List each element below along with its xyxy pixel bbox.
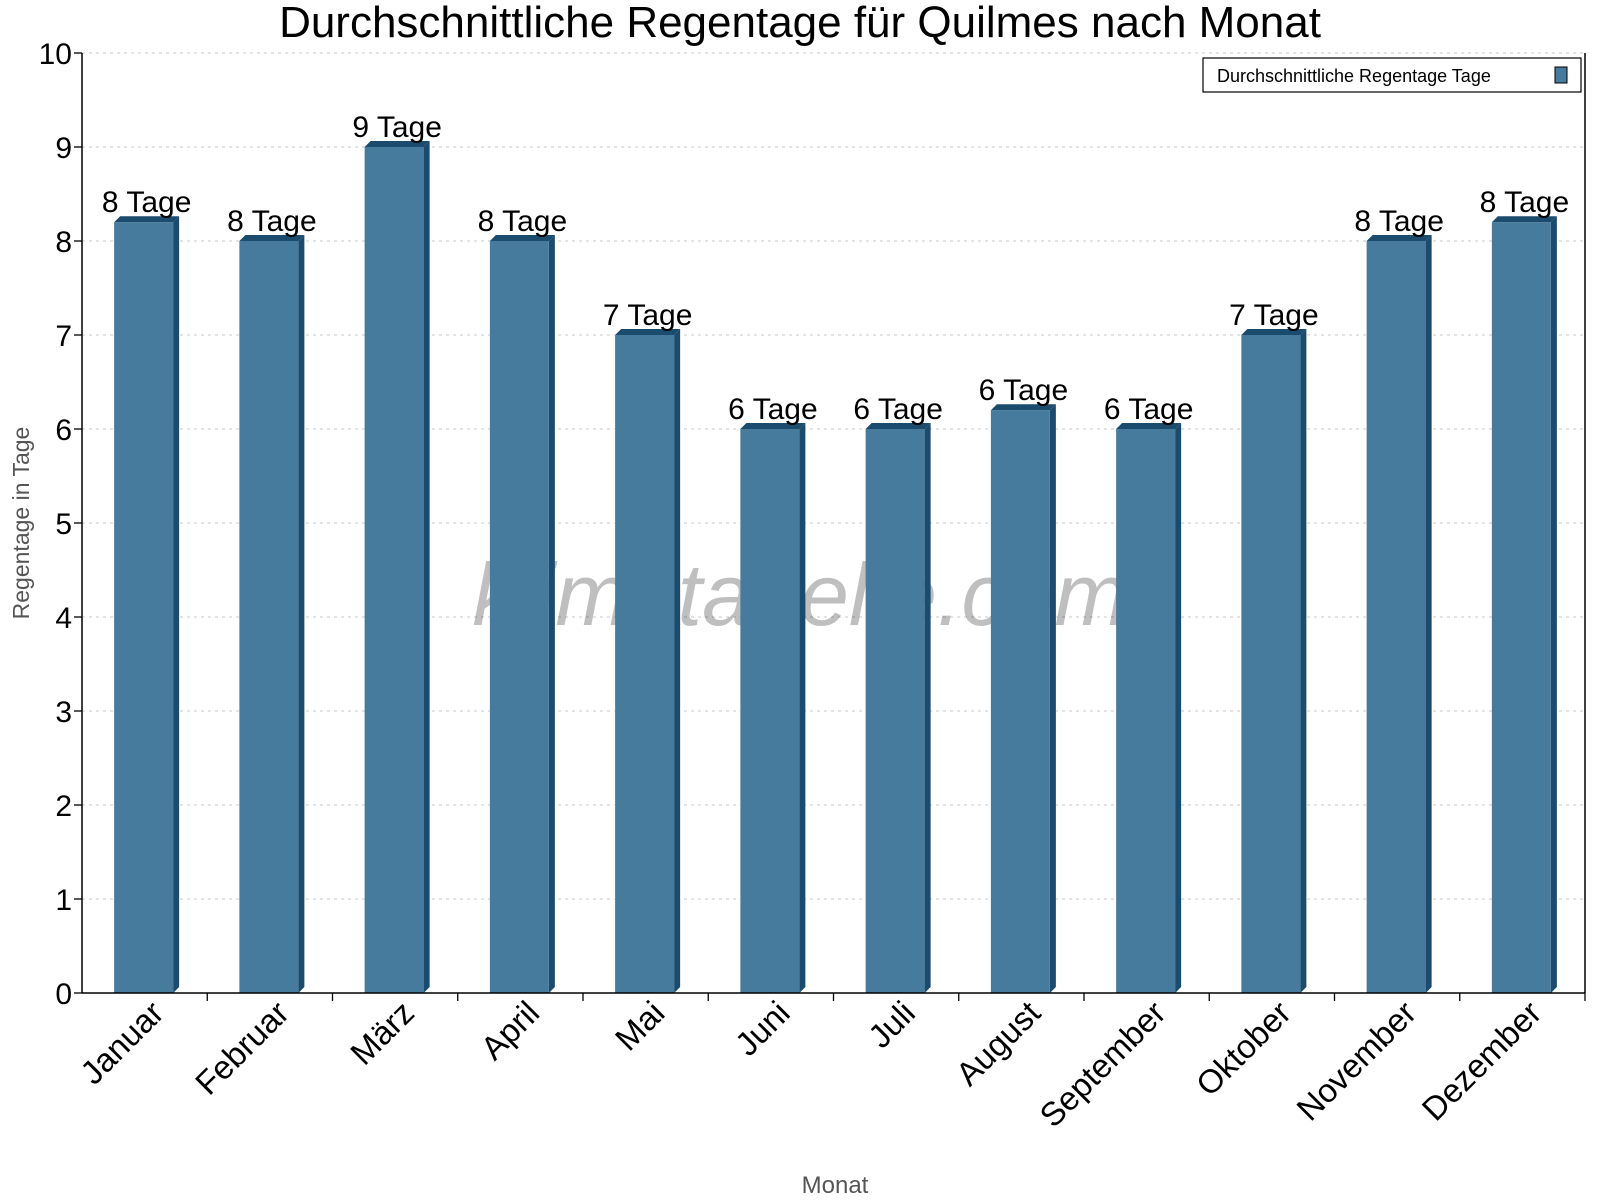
y-tick-label: 8	[55, 226, 72, 259]
data-label: 9 Tage	[352, 111, 442, 144]
data-label: 6 Tage	[1104, 393, 1194, 426]
bar-top	[364, 141, 430, 147]
bar-top	[1116, 423, 1182, 429]
bar	[1241, 335, 1301, 993]
bar	[239, 241, 299, 993]
bar-side	[298, 235, 305, 993]
bars: 8 Tage 8 Tage 9 Tage 8 Tage 7 Tage 6 Tage 6 Ta…	[102, 111, 1569, 993]
bar-side	[1425, 235, 1432, 993]
bar-top	[489, 235, 555, 241]
legend-swatch	[1554, 66, 1568, 84]
data-label: 6 Tage	[979, 374, 1069, 407]
bar-top	[615, 329, 681, 335]
y-axis-label: Regentage in Tage	[8, 427, 34, 620]
bar-top	[865, 423, 931, 429]
x-tick-label: Dezember	[1415, 994, 1549, 1128]
y-tick-label: 4	[55, 602, 72, 635]
x-tick-label: Januar	[73, 994, 171, 1092]
bar-top	[740, 423, 806, 429]
x-tick-label: November	[1289, 994, 1423, 1128]
bar-side	[548, 235, 555, 993]
data-label: 7 Tage	[603, 299, 693, 332]
data-label: 7 Tage	[1229, 299, 1319, 332]
legend: Durchschnittliche Regentage Tage	[1202, 57, 1582, 93]
bar-side	[674, 329, 681, 993]
y-tick-label: 6	[55, 414, 72, 447]
bar-top	[1491, 216, 1557, 223]
x-tick-label: Juli	[861, 994, 922, 1055]
x-tick-label: März	[343, 994, 421, 1072]
bar	[740, 429, 800, 993]
x-tick-label: Februar	[188, 994, 296, 1102]
data-label: 8 Tage	[478, 205, 568, 238]
x-tick-label: Juni	[728, 994, 797, 1063]
x-tick-label: April	[473, 994, 546, 1067]
bar-side	[423, 141, 430, 993]
bar	[364, 147, 424, 993]
legend-box	[1202, 57, 1582, 93]
y-tick-label: 10	[39, 38, 72, 71]
y-tick-label: 3	[55, 696, 72, 729]
x-tick-label: Oktober	[1189, 994, 1298, 1103]
y-tick-label: 1	[55, 884, 72, 917]
y-tick-label: 7	[55, 320, 72, 353]
bar-top	[114, 216, 180, 223]
data-label: 8 Tage	[1480, 186, 1570, 219]
x-tick-label: August	[949, 994, 1048, 1093]
y-tick-label: 0	[55, 978, 72, 1011]
data-label: 8 Tage	[102, 186, 192, 219]
legend-label: Durchschnittliche Regentage Tage	[1217, 66, 1491, 86]
bar-top	[239, 235, 305, 241]
y-tick-label: 5	[55, 508, 72, 541]
chart-title: Durchschnittliche Regentage für Quilmes …	[279, 0, 1321, 47]
bar-side	[173, 216, 180, 993]
data-label: 8 Tage	[227, 205, 317, 238]
bar	[990, 410, 1050, 993]
bar	[114, 222, 174, 993]
bar-top	[990, 404, 1056, 411]
bar	[1366, 241, 1426, 993]
bar	[1116, 429, 1176, 993]
bar-side	[799, 423, 806, 993]
y-tick-label: 9	[55, 132, 72, 165]
bar	[489, 241, 549, 993]
bar-top	[1241, 329, 1307, 335]
bar-side	[1049, 404, 1056, 993]
bar-side	[924, 423, 931, 993]
bar	[615, 335, 675, 993]
grid-lines	[82, 52, 1585, 900]
x-tick-label: Mai	[608, 994, 672, 1058]
x-axis-label: Monat	[802, 1172, 869, 1199]
data-label: 6 Tage	[728, 393, 818, 426]
x-tick-label: September	[1032, 994, 1172, 1134]
bar-side	[1175, 423, 1182, 993]
bar-top	[1366, 235, 1432, 241]
bar-side	[1300, 329, 1307, 993]
bar	[865, 429, 925, 993]
data-label: 8 Tage	[1354, 205, 1444, 238]
bar	[1491, 222, 1551, 993]
bar-side	[1550, 216, 1557, 993]
data-label: 6 Tage	[853, 393, 943, 426]
y-tick-label: 2	[55, 790, 72, 823]
